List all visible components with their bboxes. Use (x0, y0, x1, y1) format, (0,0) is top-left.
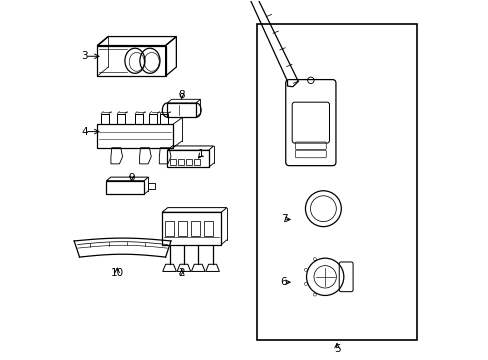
Text: 4: 4 (81, 127, 88, 136)
Text: 6: 6 (280, 277, 286, 287)
Bar (178, 159, 183, 165)
Text: 7: 7 (280, 215, 286, 224)
Bar (191, 221, 200, 235)
Bar (170, 159, 176, 165)
Bar (186, 159, 192, 165)
Bar (178, 221, 187, 235)
Bar (204, 221, 213, 235)
Text: 8: 8 (178, 90, 184, 100)
Bar (164, 221, 174, 235)
Bar (257, 24, 416, 339)
Text: 3: 3 (81, 51, 88, 61)
Text: 9: 9 (128, 173, 135, 183)
Text: 2: 2 (178, 268, 184, 278)
Text: 5: 5 (333, 343, 340, 354)
Bar (194, 159, 200, 165)
Text: 1: 1 (198, 149, 204, 159)
Text: 10: 10 (110, 268, 123, 278)
